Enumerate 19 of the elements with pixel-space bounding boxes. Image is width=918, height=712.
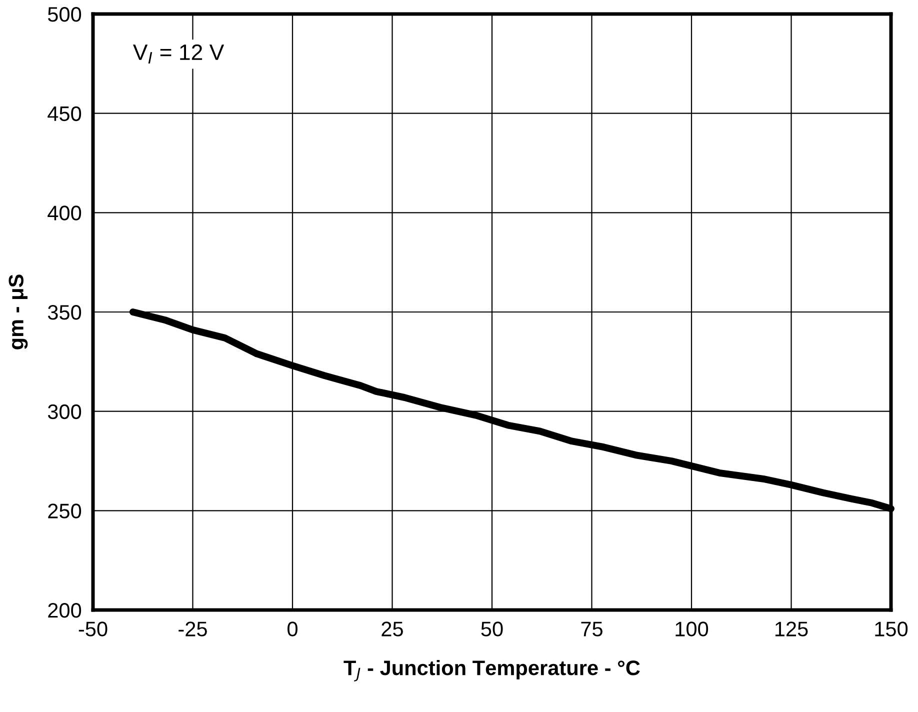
annotation: V$_{I}$ = 12 V [132, 44, 224, 64]
y-tick-label: 400 [48, 206, 82, 220]
y-tick-label: 450 [48, 106, 82, 122]
x-tick-label: 25 [382, 622, 403, 636]
x-axis-title: T$_{J}$ - Junction Temperature - °C [344, 660, 640, 682]
y-tick-label: 250 [48, 504, 82, 518]
x-tick-label: 125 [775, 622, 808, 636]
y-tick-label: 350 [48, 305, 82, 320]
x-tick-label: -50 [78, 622, 108, 636]
x-tick-label: 50 [481, 622, 503, 636]
x-tick-label: 75 [581, 622, 602, 636]
x-tick-label: 0 [288, 622, 298, 636]
y-tick-label: 500 [48, 7, 82, 22]
y-axis-title: gm - μS [8, 274, 28, 350]
y-tick-label: 200 [48, 603, 82, 618]
x-tick-label: 100 [676, 622, 708, 636]
x-tick-label: -25 [178, 622, 207, 636]
y-tick-label: 300 [48, 404, 82, 420]
x-tick-label: 150 [875, 622, 908, 636]
